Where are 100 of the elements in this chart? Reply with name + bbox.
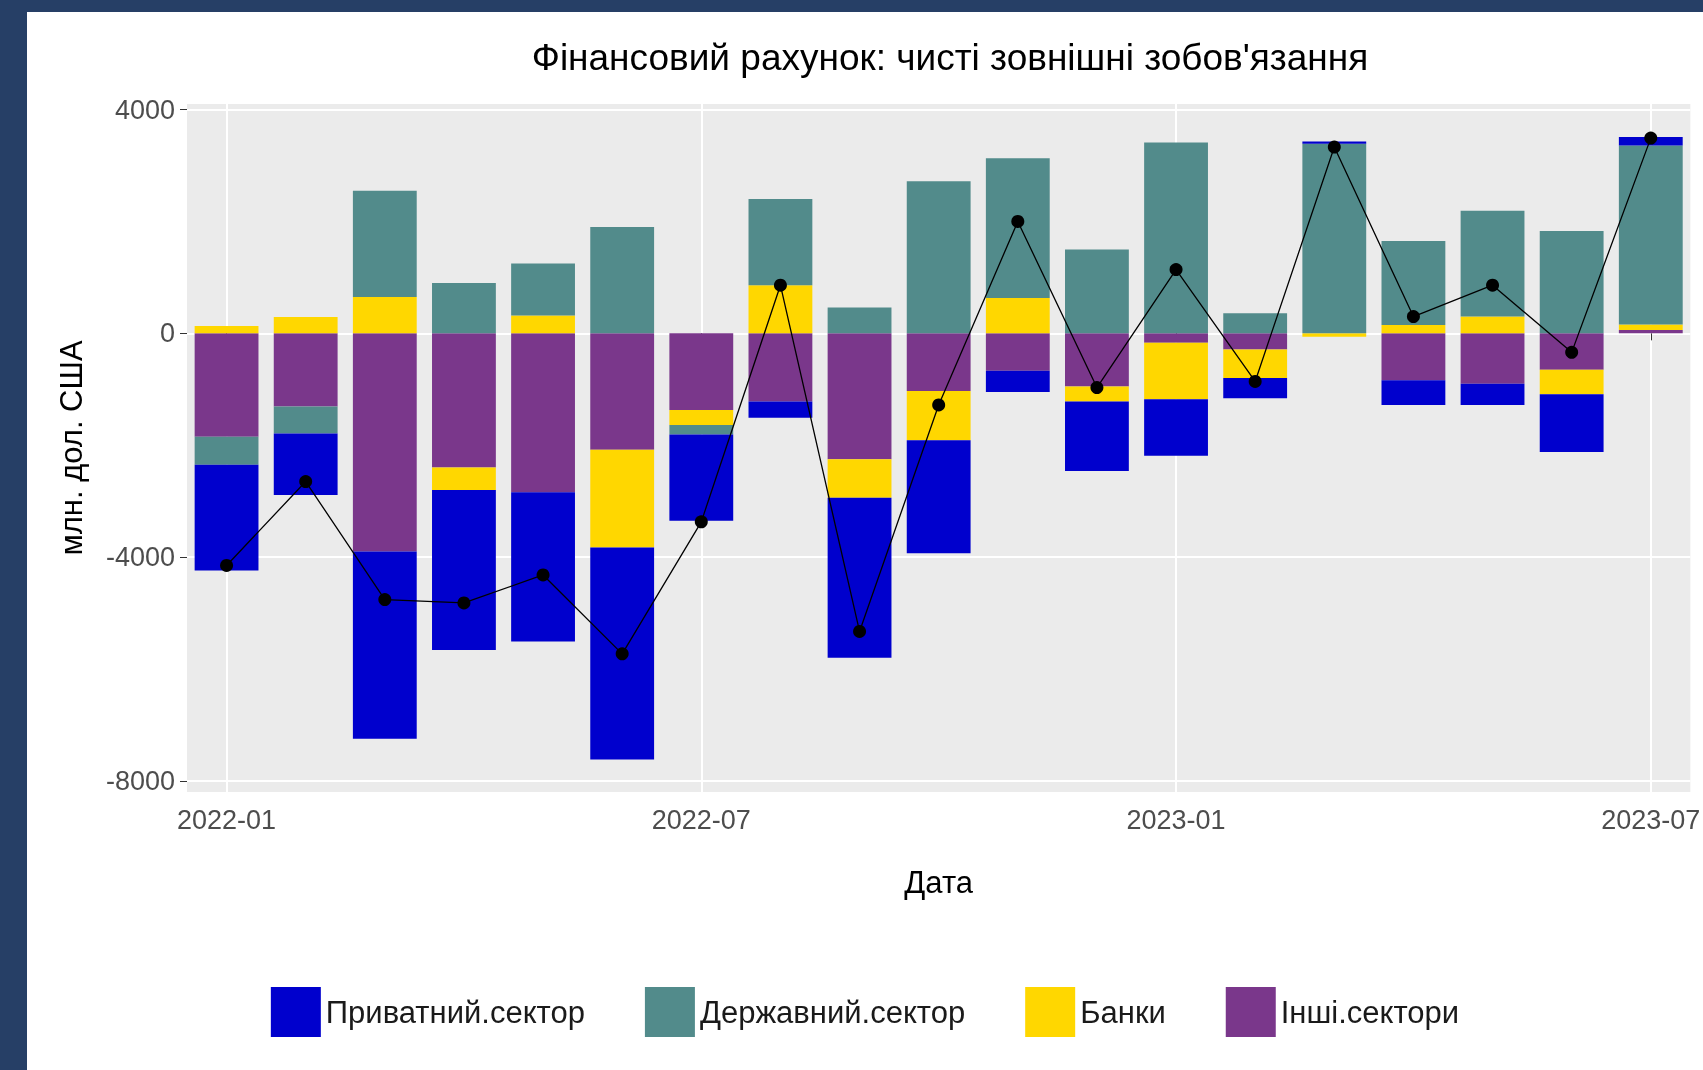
y-tick-label: 4000 bbox=[114, 94, 175, 125]
bar bbox=[590, 547, 655, 760]
bar bbox=[1065, 386, 1129, 402]
point bbox=[1327, 140, 1341, 154]
bar bbox=[1539, 230, 1604, 334]
bar bbox=[194, 333, 259, 437]
bar bbox=[1460, 316, 1525, 334]
bar bbox=[827, 333, 892, 460]
bar bbox=[1539, 333, 1604, 370]
point bbox=[299, 475, 313, 489]
bar bbox=[669, 333, 734, 410]
bar bbox=[432, 467, 496, 490]
legend-label: Банки bbox=[1080, 994, 1166, 1030]
x-tick-label: 2022-01 bbox=[177, 804, 277, 835]
bar bbox=[273, 317, 338, 334]
bar bbox=[432, 333, 496, 468]
point bbox=[1406, 310, 1420, 324]
bar bbox=[1065, 249, 1129, 334]
bar bbox=[352, 551, 417, 739]
bar bbox=[511, 492, 575, 642]
point bbox=[1090, 381, 1104, 395]
legend-label: Інші.сектори bbox=[1280, 994, 1460, 1030]
bar bbox=[669, 434, 734, 521]
bar bbox=[1144, 142, 1208, 334]
point bbox=[853, 624, 867, 638]
point bbox=[1169, 263, 1183, 277]
bar bbox=[432, 282, 496, 334]
x-axis-title: Дата bbox=[904, 865, 974, 900]
point bbox=[378, 593, 392, 607]
point bbox=[1248, 374, 1262, 388]
bar bbox=[273, 406, 338, 434]
bar bbox=[985, 333, 1050, 371]
bar bbox=[827, 459, 892, 498]
y-tick-label: -4000 bbox=[105, 542, 175, 573]
legend-label: Приватний.сектор bbox=[325, 994, 585, 1030]
bar bbox=[1065, 333, 1129, 387]
bar bbox=[1223, 378, 1288, 399]
bar bbox=[194, 464, 259, 571]
point bbox=[536, 568, 550, 582]
bar bbox=[1223, 333, 1288, 350]
bar bbox=[1618, 324, 1683, 330]
bar bbox=[1539, 369, 1604, 395]
bar bbox=[906, 333, 971, 391]
bar bbox=[1539, 394, 1604, 452]
bar bbox=[1302, 143, 1367, 334]
bar bbox=[1618, 329, 1683, 334]
point bbox=[1486, 278, 1500, 292]
bar bbox=[273, 433, 338, 495]
bar bbox=[906, 390, 971, 441]
bar bbox=[352, 296, 417, 334]
bar bbox=[1065, 401, 1129, 471]
bar bbox=[1381, 333, 1446, 381]
bar bbox=[1381, 380, 1446, 405]
bar bbox=[748, 285, 813, 334]
y-axis-title: млн. дол. США bbox=[54, 340, 89, 556]
point bbox=[1644, 131, 1658, 145]
bar bbox=[1618, 145, 1683, 325]
bar bbox=[1460, 383, 1525, 405]
point bbox=[694, 515, 708, 529]
bar bbox=[352, 190, 417, 297]
point bbox=[615, 647, 629, 661]
bar bbox=[1223, 349, 1288, 379]
x-tick-label: 2023-01 bbox=[1126, 804, 1226, 835]
y-tick-label: 0 bbox=[159, 318, 175, 349]
bar bbox=[194, 436, 259, 465]
bar bbox=[1460, 210, 1525, 317]
chart-title: Фінансовий рахунок: чисті зовнішні зобов'язання bbox=[531, 37, 1369, 78]
bar bbox=[1302, 333, 1367, 337]
bar bbox=[906, 440, 971, 554]
bar bbox=[511, 315, 575, 334]
bar bbox=[511, 333, 575, 493]
bar bbox=[1381, 241, 1446, 325]
bar bbox=[1381, 324, 1446, 334]
bar bbox=[748, 199, 813, 286]
bar bbox=[906, 181, 971, 334]
bar bbox=[669, 425, 734, 435]
bar bbox=[748, 401, 813, 418]
x-tick-label: 2023-07 bbox=[1601, 804, 1701, 835]
bar bbox=[590, 227, 655, 334]
bar bbox=[985, 158, 1050, 299]
bar bbox=[432, 489, 496, 650]
bar bbox=[827, 307, 892, 334]
bar bbox=[273, 333, 338, 407]
bar bbox=[1144, 342, 1208, 400]
bar bbox=[352, 333, 417, 552]
legend-label: Державний.сектор bbox=[699, 994, 966, 1030]
bar bbox=[748, 333, 813, 402]
bar bbox=[985, 370, 1050, 393]
point bbox=[1011, 214, 1025, 228]
y-tick-label: -8000 bbox=[105, 765, 175, 796]
x-tick-label: 2022-07 bbox=[651, 804, 751, 835]
point bbox=[457, 596, 471, 610]
point bbox=[773, 278, 787, 292]
point bbox=[220, 558, 234, 572]
bar bbox=[194, 326, 259, 334]
bar bbox=[1144, 333, 1208, 343]
bar bbox=[985, 298, 1050, 334]
bar bbox=[590, 333, 655, 450]
bar bbox=[1223, 313, 1288, 334]
point bbox=[1565, 345, 1579, 359]
